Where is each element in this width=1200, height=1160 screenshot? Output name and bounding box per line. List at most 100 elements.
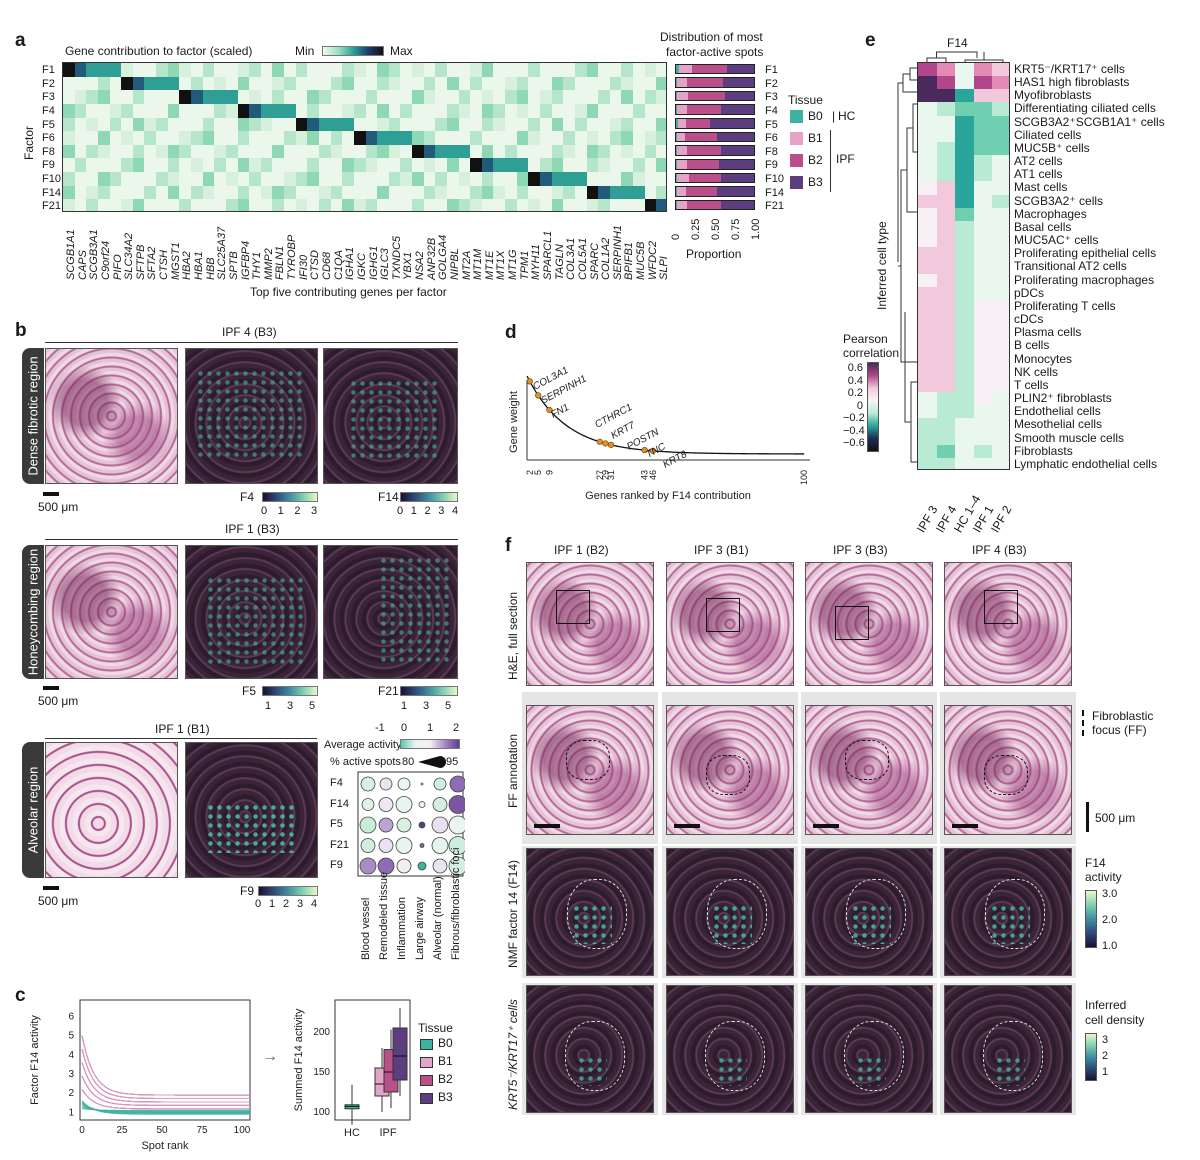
row-dendrogram <box>897 67 917 463</box>
heatmap-cell <box>481 63 494 78</box>
panel-f-scale-bar <box>1086 802 1089 832</box>
column-dendrogram <box>926 51 1004 64</box>
heatmap-cell <box>179 76 192 91</box>
panel-f-column-title: IPF 3 (B1) <box>694 543 749 557</box>
heatmap-cell <box>551 185 564 200</box>
rank-tick: 5 <box>533 470 543 475</box>
heatmap-cell <box>156 158 169 173</box>
correlation-cell <box>973 378 993 393</box>
heatmap-cell <box>237 158 250 173</box>
heatmap-cell <box>284 199 297 211</box>
heatmap-cell <box>365 144 378 159</box>
activity-dot <box>396 817 412 833</box>
heatmap-cell <box>237 117 250 132</box>
correlation-cell <box>955 273 975 288</box>
cell-type-label: cDCs <box>1014 312 1044 327</box>
ff-annotation-image <box>805 705 933 835</box>
correlation-cell <box>973 418 993 432</box>
heatmap-cell <box>167 185 180 200</box>
region-label-alveolar: Alveolar region <box>22 742 44 878</box>
correlation-cell <box>918 313 938 327</box>
heatmap-cell <box>190 103 204 119</box>
factor-label-right: F21 <box>765 200 784 213</box>
gene-label: CTSD <box>309 250 322 280</box>
heatmap-cell <box>609 90 622 105</box>
avg-activity-colorbar <box>400 739 460 749</box>
heatmap-cell <box>516 103 529 119</box>
cell-type-correlation-heatmap <box>917 62 1010 470</box>
heatmap-cell <box>342 63 355 78</box>
heatmap-cell <box>272 172 285 187</box>
pearson-legend-title-2: correlation <box>843 346 900 360</box>
rank-tick: 100 <box>799 470 809 485</box>
correlation-cell <box>992 392 1009 406</box>
heatmap-cell <box>400 90 413 105</box>
f14-active-spots <box>572 904 612 944</box>
y-tick: 6 <box>68 1012 74 1023</box>
heatmap-cell <box>109 63 122 78</box>
heatmap-cell <box>470 172 483 187</box>
proportion-bar-outline <box>675 186 755 197</box>
heatmap-cell <box>63 103 76 119</box>
correlation-cell <box>955 286 975 301</box>
heatmap-cell <box>132 76 145 91</box>
heatmap-cell <box>190 158 204 173</box>
heatmap-cell <box>295 199 308 211</box>
heatmap-cell <box>190 90 204 105</box>
f14-activity-title-1: F14 <box>1085 856 1106 870</box>
density-tick: 1 <box>1102 1066 1109 1078</box>
heatmap-cell <box>330 63 343 78</box>
heatmap-cell <box>74 103 87 119</box>
heatmap-cell <box>470 158 483 173</box>
rank-tick: 46 <box>648 470 658 480</box>
heatmap-cell <box>342 144 355 159</box>
proportion-segment <box>675 158 678 170</box>
heatmap-cell <box>609 76 622 91</box>
proportion-segment <box>688 172 721 184</box>
colorbar-tick: 2 <box>453 722 460 734</box>
rank-tick: 31 <box>606 470 616 480</box>
heatmap-cell <box>365 63 378 78</box>
correlation-cell <box>955 444 975 459</box>
panel-letter-c: c <box>15 985 26 1006</box>
factor-label: F4 <box>42 104 55 117</box>
activity-line <box>81 1035 250 1096</box>
cell-type-label: MUC5B⁺ cells <box>1014 140 1090 155</box>
heatmap-cell <box>435 131 448 146</box>
heatmap-cell <box>493 172 506 187</box>
heatmap-cell <box>167 103 180 119</box>
activity-dot <box>377 857 395 875</box>
ff-annotation-image <box>944 705 1072 835</box>
f14-ff-outline <box>567 879 627 949</box>
heatmap-cell <box>86 185 99 200</box>
heatmap-cell <box>621 63 634 78</box>
f14-active-spots <box>990 904 1030 944</box>
heatmap-cell <box>446 158 460 173</box>
pearson-tick: −0.6 <box>843 437 865 449</box>
heatmap-cell <box>633 185 646 200</box>
cell-type-label: Endothelial cells <box>1014 404 1101 419</box>
correlation-cell <box>918 418 938 432</box>
colorbar-tick: 3 <box>311 505 318 517</box>
dot-row-label: F21 <box>330 838 349 851</box>
box-x-label: HC <box>344 1127 360 1139</box>
dot-col-label: Blood vessel <box>360 897 372 960</box>
heatmap-cell <box>481 158 494 173</box>
highlight-gene-dot <box>546 406 553 414</box>
tissue-swatch-c <box>420 1075 433 1086</box>
heatmap-cell <box>540 63 553 78</box>
heatmap-cell <box>121 63 134 78</box>
panel-a-title: Gene contribution to factor (scaled) <box>65 44 253 58</box>
proportion-segment <box>675 90 678 102</box>
activity-dot <box>418 801 426 808</box>
heatmap-cell <box>563 144 576 159</box>
heatmap-cell <box>214 90 227 105</box>
gene-label: C9orf24 <box>99 240 112 280</box>
correlation-cell <box>992 418 1009 432</box>
heatmap-cell <box>412 131 425 146</box>
pearson-tick: 0.6 <box>847 362 863 374</box>
correlation-cell <box>955 247 975 261</box>
heatmap-cell <box>644 199 657 211</box>
heatmap-cell <box>633 63 646 78</box>
